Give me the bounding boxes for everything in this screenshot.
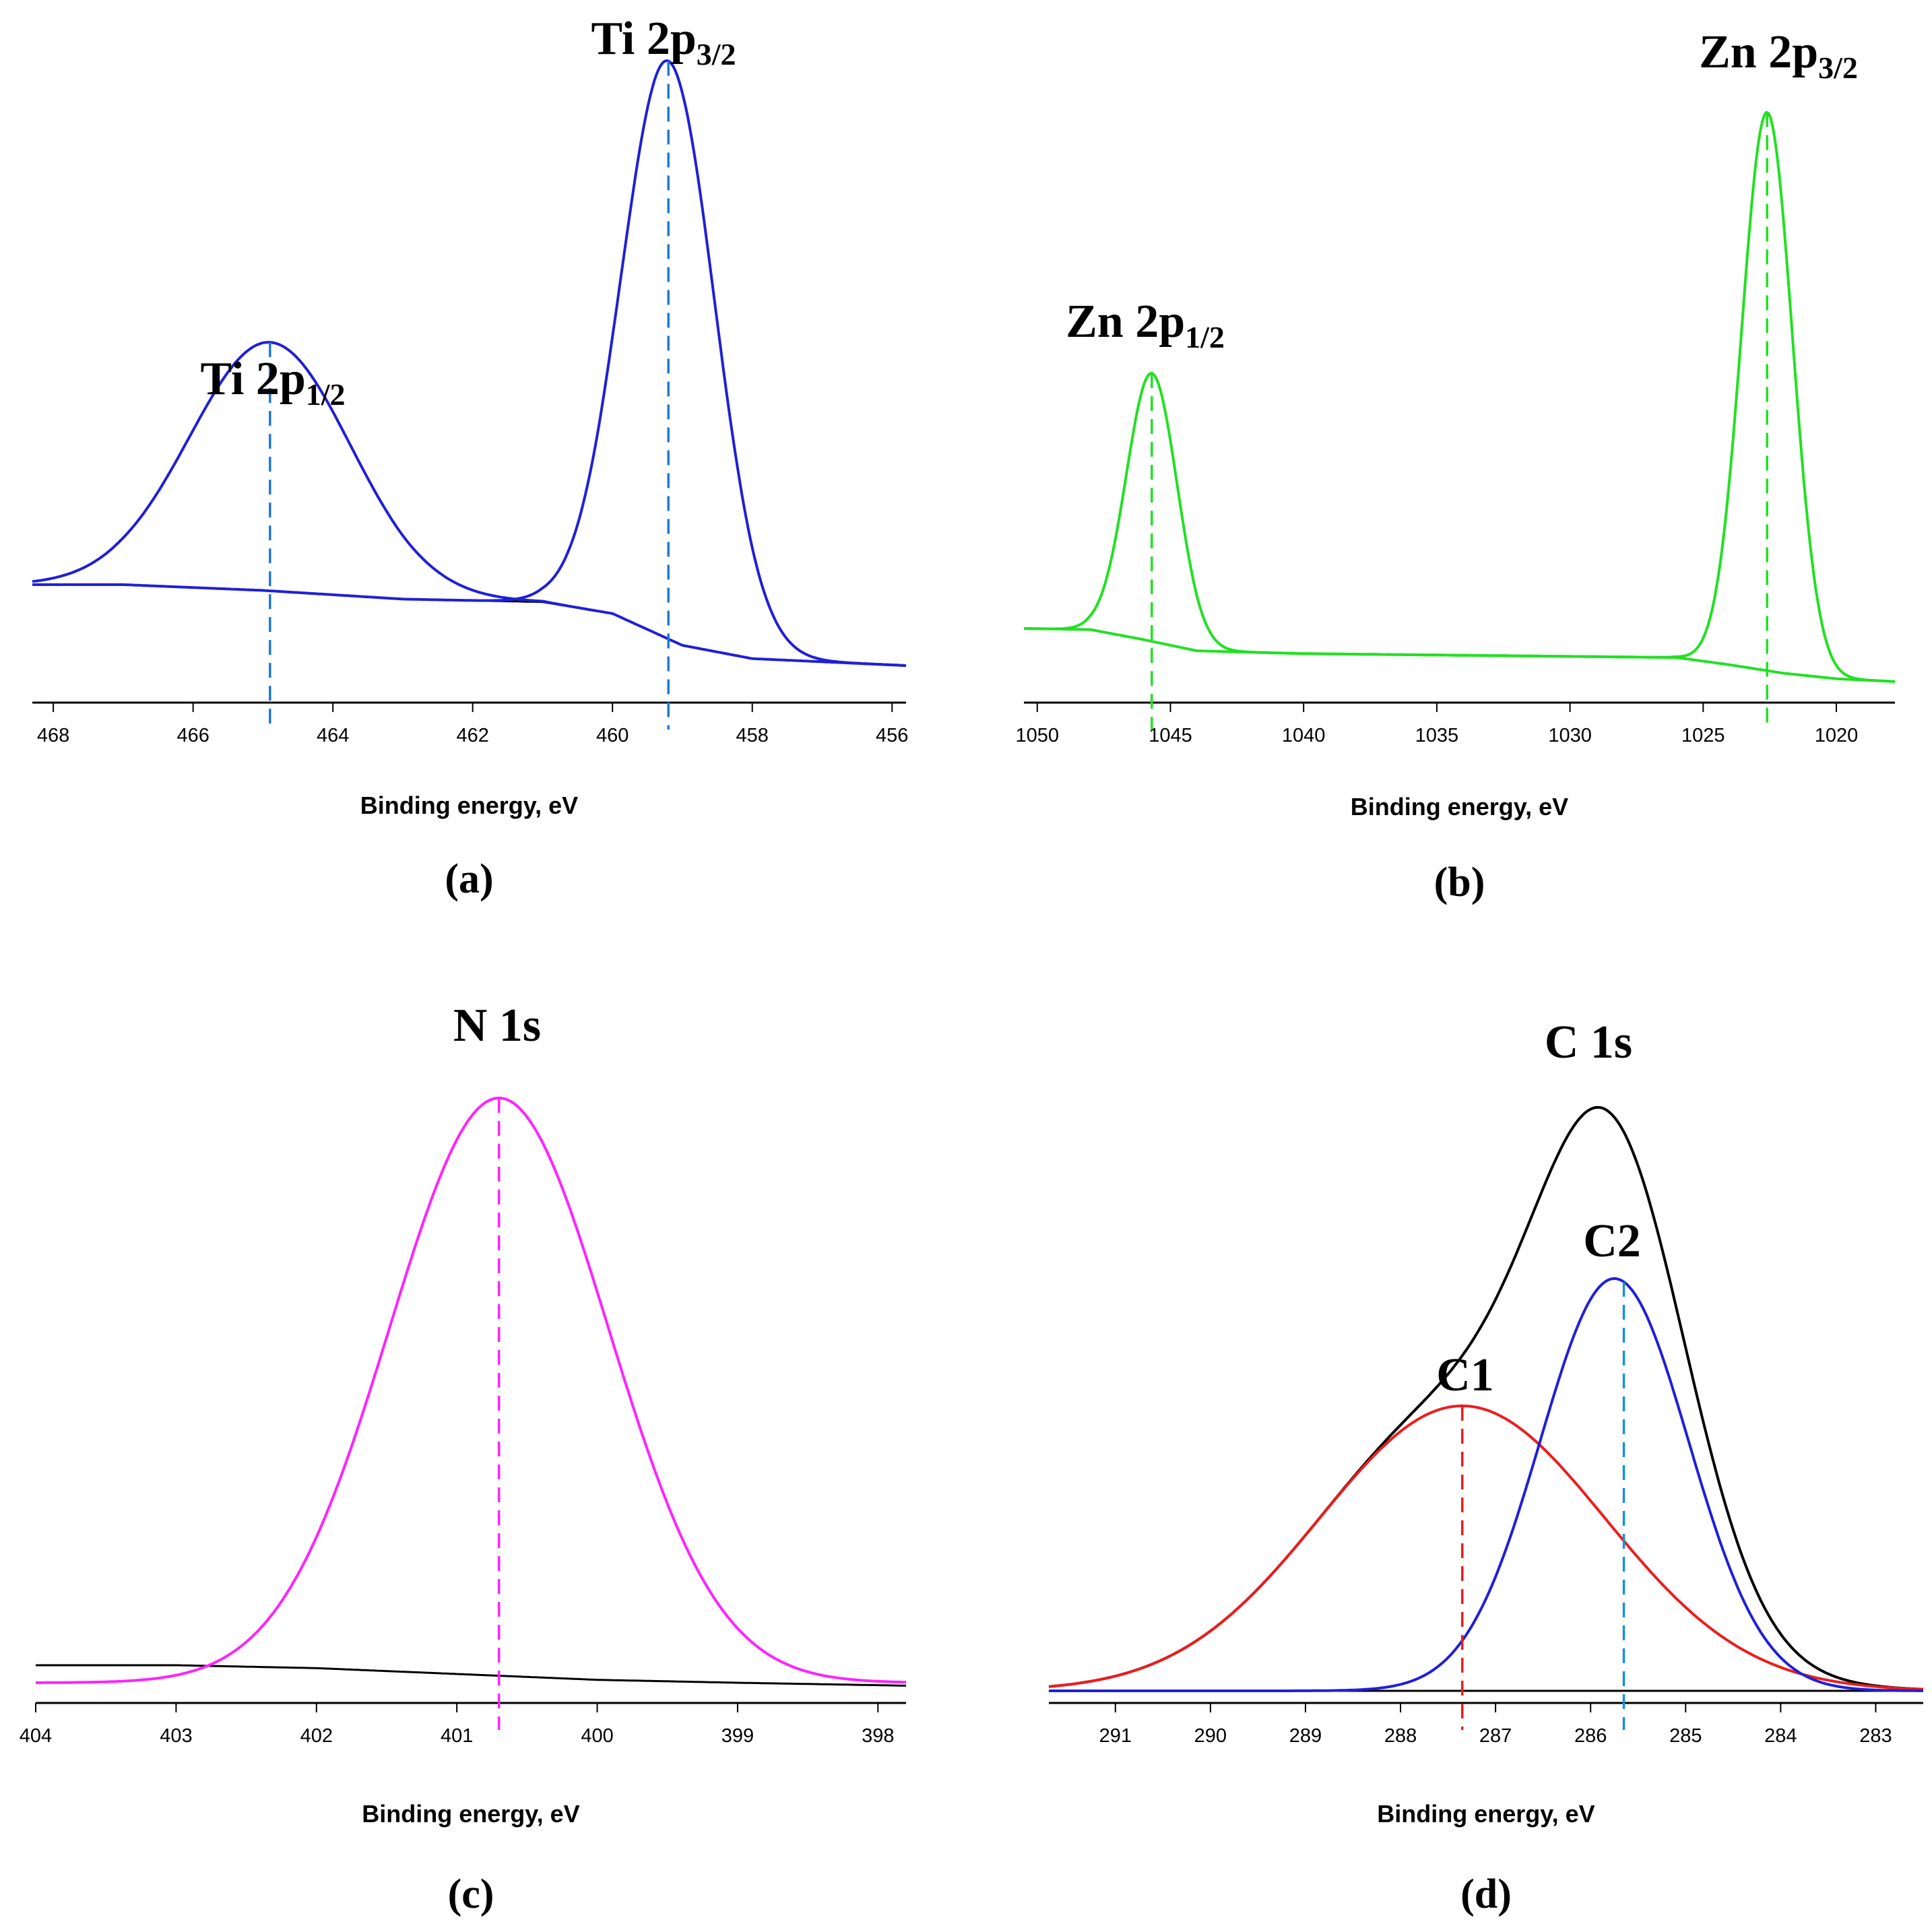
- peak-label: Ti 2p3/2: [591, 13, 736, 71]
- x-axis-label: Binding energy, eV: [360, 792, 578, 819]
- panel-label: (a): [445, 856, 493, 902]
- x-tick-label: 468: [37, 725, 69, 746]
- peak-label: C 1s: [1545, 1017, 1632, 1068]
- x-tick-label: 456: [876, 725, 908, 746]
- x-tick-label: 1025: [1681, 725, 1725, 746]
- x-tick-label: 287: [1479, 1725, 1512, 1747]
- x-tick-label: 399: [721, 1725, 754, 1747]
- x-axis-label: Binding energy, eV: [1351, 793, 1568, 820]
- x-tick-label: 398: [862, 1725, 894, 1747]
- x-axis-label: Binding energy, eV: [362, 1800, 579, 1828]
- peak-label: N 1s: [453, 1000, 541, 1052]
- peak-label: C2: [1583, 1215, 1641, 1267]
- x-tick-label: 1030: [1548, 725, 1592, 746]
- background-line: [36, 1664, 906, 1687]
- x-tick-label: 462: [456, 725, 488, 746]
- panel-label: (b): [1434, 860, 1485, 905]
- background-line: [32, 583, 907, 667]
- series-line-ti-2p1-2: [32, 341, 907, 667]
- x-axis-label: Binding energy, eV: [1377, 1800, 1595, 1828]
- x-tick-label: 291: [1099, 1725, 1132, 1747]
- series-line-zn-2p1-2: [1024, 372, 1896, 683]
- x-tick-label: 466: [176, 725, 209, 746]
- chart-panel-d: 291 290 289 288 287 286 285 284 283 Binding energ…: [1048, 1017, 1924, 1917]
- x-tick-label: 284: [1764, 1725, 1797, 1747]
- x-tick-label: 1035: [1415, 725, 1459, 746]
- series-line-n-1s: [36, 1097, 906, 1684]
- x-tick-label: 402: [300, 1725, 333, 1747]
- peak-label: C1: [1436, 1349, 1494, 1401]
- x-tick-label: 460: [596, 725, 629, 746]
- x-tick-label: 403: [160, 1725, 192, 1747]
- x-tick-label: 286: [1574, 1725, 1607, 1747]
- series-line-c1: [1048, 1405, 1924, 1691]
- x-tick-label: 401: [441, 1725, 473, 1747]
- peak-label-subscript: 1/2: [1185, 320, 1225, 354]
- x-tick-label: 464: [317, 725, 349, 746]
- peak-label: Ti 2p1/2: [200, 353, 345, 412]
- x-tick-label: 458: [736, 725, 769, 746]
- x-tick-label: 290: [1194, 1725, 1227, 1747]
- x-tick-label: 288: [1384, 1725, 1417, 1747]
- x-tick-label: 289: [1289, 1725, 1322, 1747]
- chart-panel-c: 404 403 402 401 400 399 398 Binding energy, eV (…: [20, 1000, 906, 1917]
- x-tick-label: 1050: [1016, 725, 1060, 746]
- x-tick-label: 1040: [1282, 725, 1326, 746]
- chart-panel-b: 1050 1045 1040 1035 1030 1025 1020 Binding ener…: [1016, 26, 1896, 905]
- peak-label: Zn 2p3/2: [1699, 26, 1858, 85]
- peak-label: Zn 2p1/2: [1066, 296, 1225, 354]
- series-line-zn-2p3-2: [1024, 110, 1896, 683]
- peak-label-subscript: 3/2: [1818, 51, 1858, 85]
- x-tick-label: 1045: [1149, 725, 1192, 746]
- peak-label-subscript: 3/2: [697, 37, 736, 71]
- peak-label-subscript: 1/2: [306, 377, 346, 412]
- x-tick-label: 283: [1859, 1725, 1892, 1747]
- x-tick-label: 1020: [1815, 725, 1859, 746]
- chart-panel-a: 468 466 464 462 460 458 456 Binding energy, eV (…: [32, 13, 908, 902]
- panel-label: (d): [1460, 1871, 1512, 1917]
- x-tick-label: 404: [20, 1725, 52, 1747]
- x-tick-label: 400: [581, 1725, 613, 1747]
- panel-label: (c): [448, 1871, 494, 1917]
- series-line-c2: [1049, 1277, 1923, 1692]
- series-line-ti-2p3-2: [32, 59, 907, 667]
- x-tick-label: 285: [1669, 1725, 1702, 1747]
